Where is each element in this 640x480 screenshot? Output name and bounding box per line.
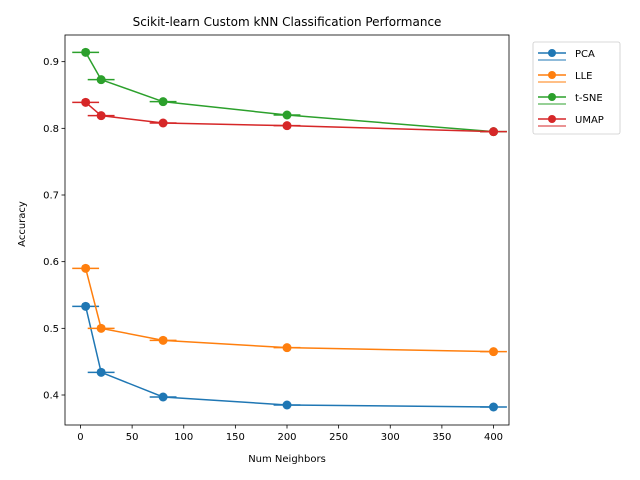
legend-marker — [548, 71, 556, 79]
data-point — [81, 97, 91, 107]
data-point — [81, 263, 91, 273]
legend-label: t-SNE — [575, 93, 603, 104]
chart-title: Scikit-learn Custom kNN Classification P… — [133, 15, 442, 29]
axes-frame — [64, 34, 510, 426]
x-tick-label: 400 — [484, 432, 503, 443]
series-line — [84, 306, 494, 408]
x-tick-label: 50 — [126, 432, 139, 443]
legend-label: LLE — [575, 71, 592, 82]
data-point — [489, 347, 499, 357]
data-point — [282, 110, 292, 120]
x-tick-label: 100 — [174, 432, 193, 443]
data-point — [489, 402, 499, 412]
data-point — [81, 301, 91, 311]
y-tick-label: 0.5 — [43, 324, 59, 335]
data-point — [282, 400, 292, 410]
legend-marker — [548, 49, 556, 57]
legend-marker — [548, 115, 556, 123]
data-point — [158, 97, 168, 107]
legend-marker — [548, 93, 556, 101]
plot-area — [72, 47, 507, 412]
data-point — [158, 335, 168, 345]
data-point — [282, 343, 292, 353]
y-tick-label: 0.8 — [43, 124, 59, 135]
legend: PCA LLE t-SNE UMAP — [532, 41, 621, 135]
legend-item-lle: LLE — [538, 71, 592, 83]
data-point — [96, 367, 106, 377]
y-axis-label: Accuracy — [17, 201, 28, 247]
legend-label: UMAP — [575, 115, 604, 126]
x-tick-label: 200 — [277, 432, 296, 443]
legend-frame — [532, 41, 621, 135]
data-point — [96, 75, 106, 85]
data-point — [282, 121, 292, 131]
data-point — [96, 323, 106, 333]
x-tick-label: 350 — [432, 432, 451, 443]
legend-item-t-sne: t-SNE — [538, 93, 603, 105]
series-lle — [72, 263, 507, 357]
x-tick-label: 300 — [381, 432, 400, 443]
x-tick-label: 250 — [329, 432, 348, 443]
data-point — [489, 127, 499, 137]
y-tick-label: 0.4 — [43, 391, 59, 402]
series-pca — [72, 301, 507, 412]
y-tick-label: 0.7 — [43, 191, 59, 202]
x-axis-label: Num Neighbors — [248, 454, 326, 465]
legend-item-pca: PCA — [538, 49, 595, 61]
y-tick-label: 0.6 — [43, 257, 59, 268]
data-point — [158, 118, 168, 128]
y-tick-label: 0.9 — [43, 57, 59, 68]
legend-item-umap: UMAP — [538, 115, 604, 127]
axes: 0 50 100 150 200 250 300 350 400 0.4 0.5 0.6 0.7 0.8 0… — [43, 34, 510, 443]
series-umap — [72, 97, 507, 137]
x-tick-label: 0 — [77, 432, 83, 443]
data-point — [96, 111, 106, 121]
series-line — [84, 268, 494, 353]
series-line — [84, 51, 494, 133]
legend-label: PCA — [575, 49, 595, 60]
data-point — [81, 47, 91, 57]
data-point — [158, 392, 168, 402]
x-tick-label: 150 — [226, 432, 245, 443]
